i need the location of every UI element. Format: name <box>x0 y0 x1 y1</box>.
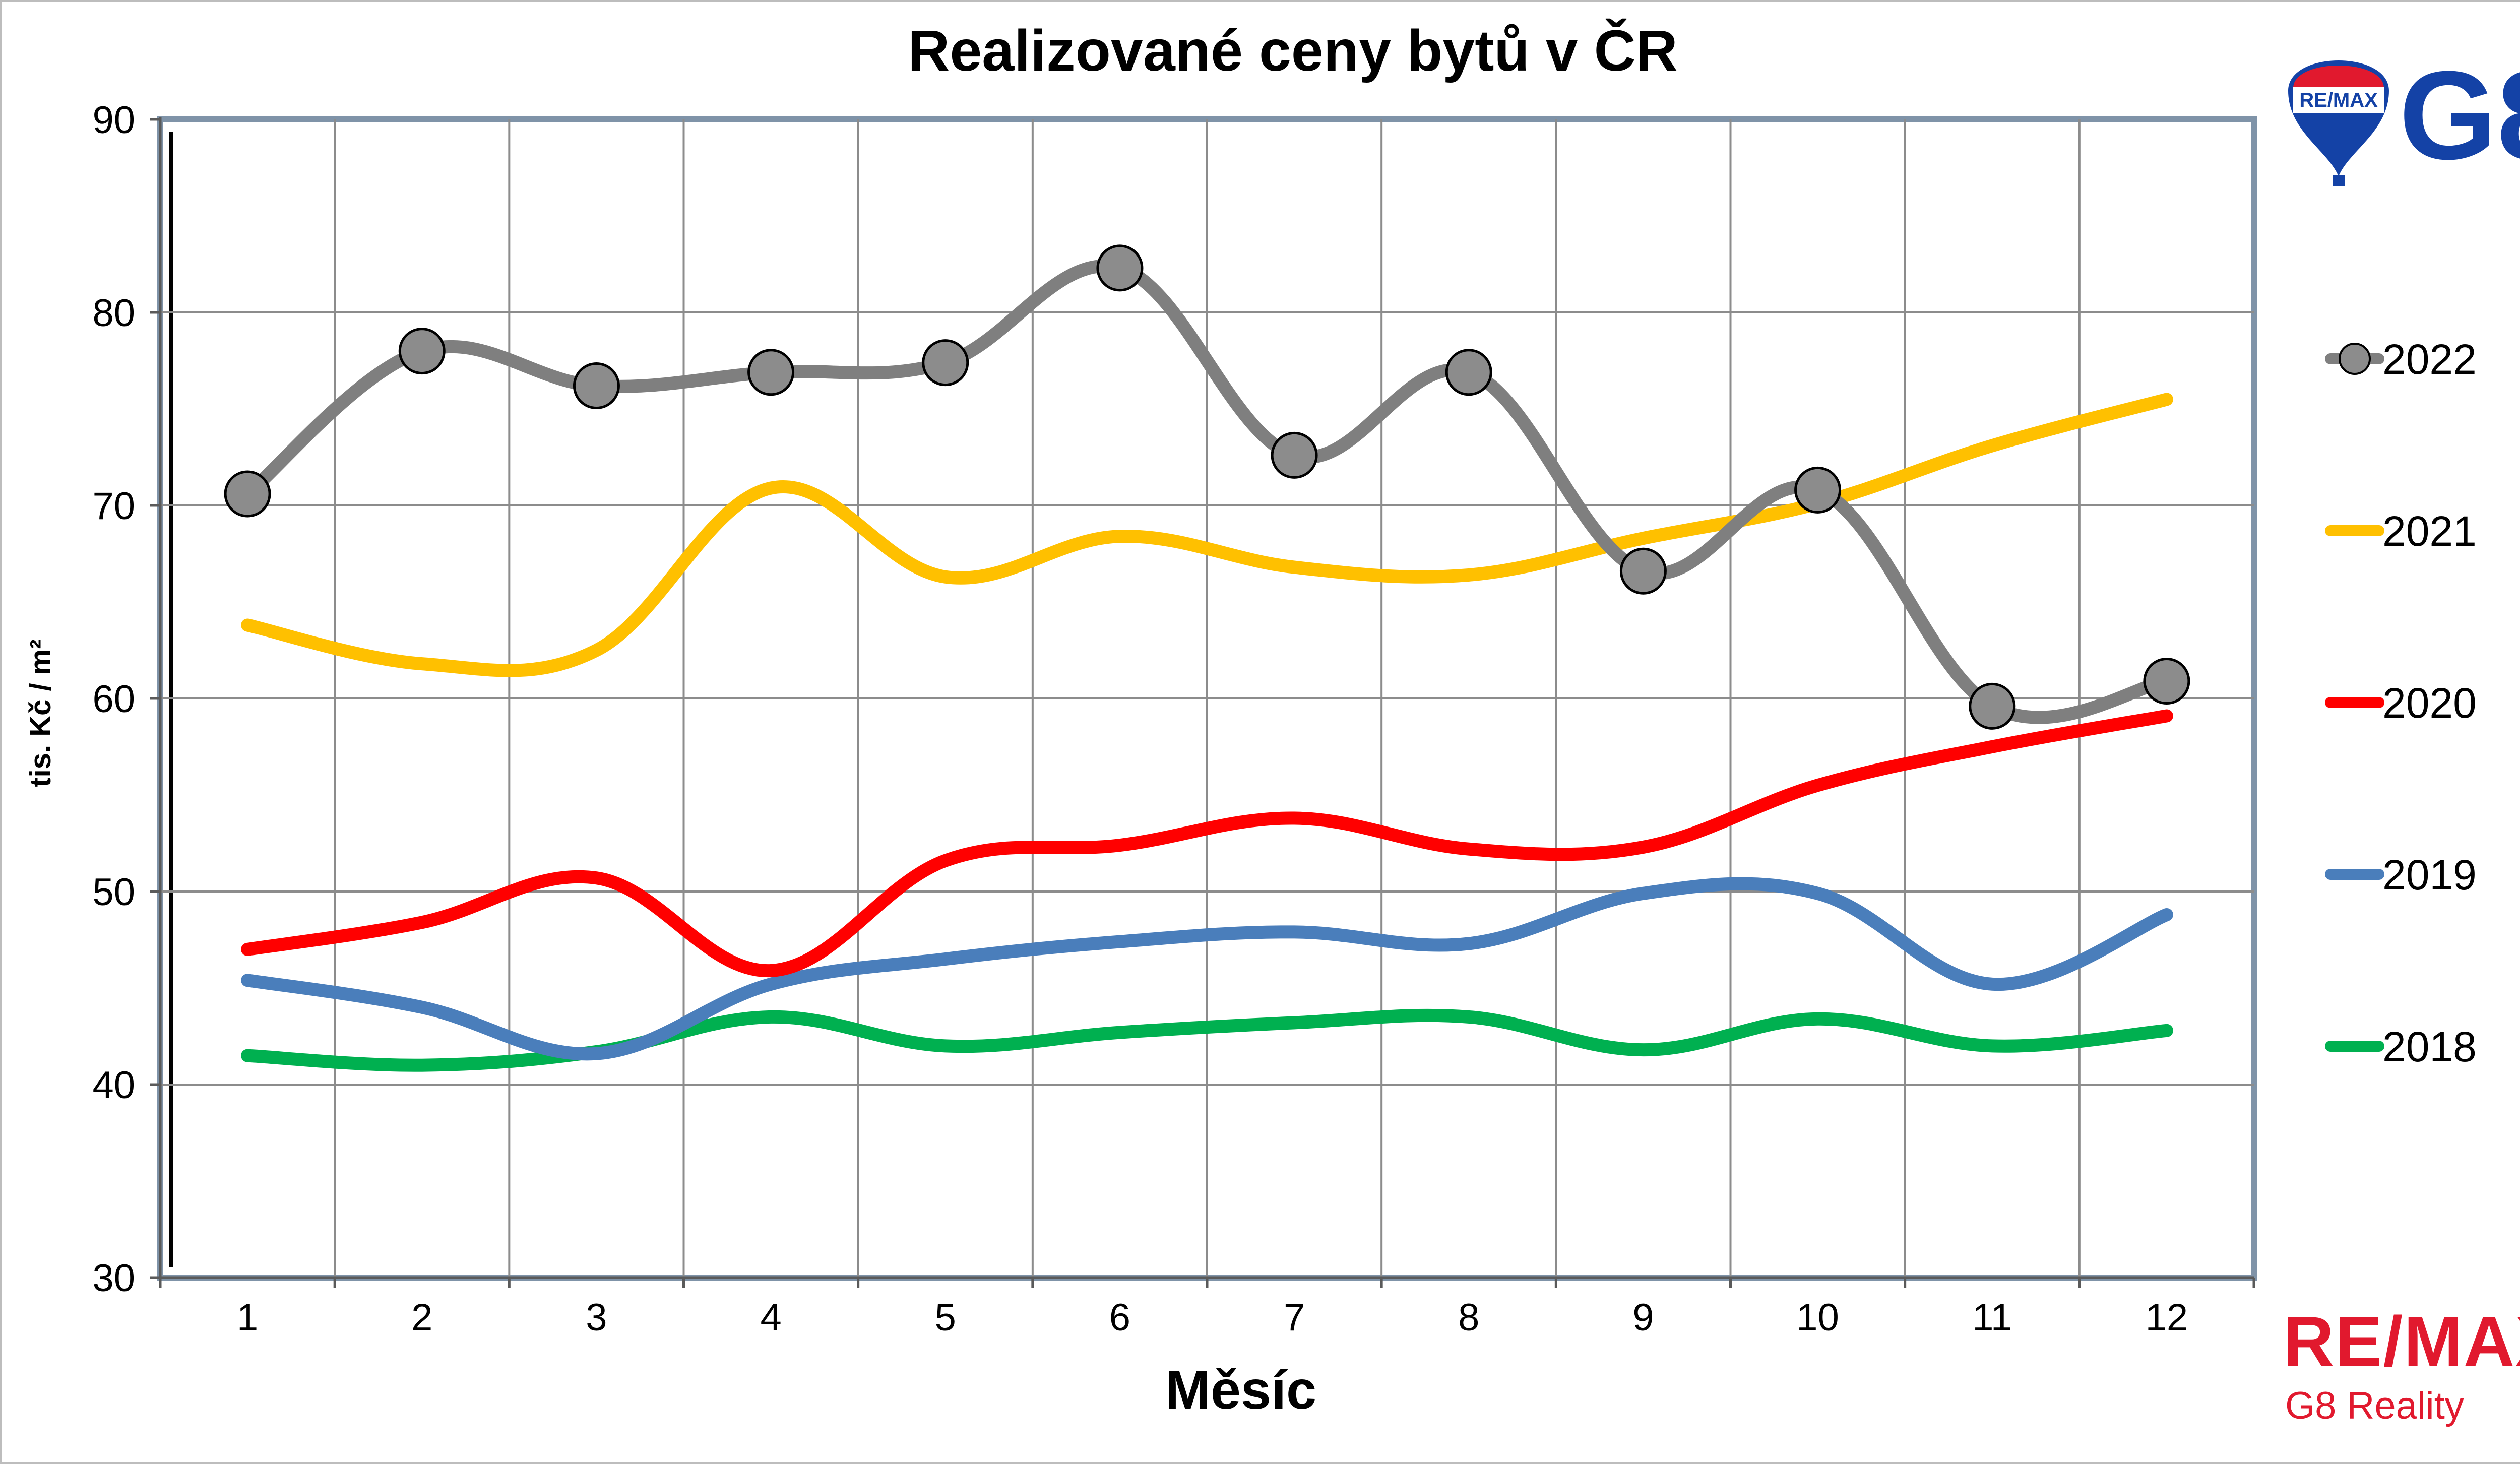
balloon-label: RE/MAX <box>2299 89 2378 111</box>
legend-item-2018: 2018 <box>2325 1023 2477 1070</box>
x-tick-label: 7 <box>1284 1296 1305 1339</box>
legend-label: 2020 <box>2382 679 2477 727</box>
legend-item-2019: 2019 <box>2325 851 2477 899</box>
remax-word: RE/MAX <box>2283 1302 2520 1381</box>
data-point-2022 <box>398 328 446 375</box>
legend-marker <box>2339 343 2371 375</box>
x-tick-label: 8 <box>1458 1296 1479 1339</box>
x-tick-label: 6 <box>1109 1296 1130 1339</box>
y-tick-label: 50 <box>92 871 135 914</box>
legend-label: 2021 <box>2382 507 2477 555</box>
y-tick-label: 80 <box>92 292 135 335</box>
x-tick-label: 3 <box>586 1296 607 1339</box>
data-point-2022 <box>1619 547 1667 595</box>
legend-item-2021: 2021 <box>2325 507 2477 555</box>
legend-label: 2018 <box>2382 1023 2477 1070</box>
series-line-2020 <box>241 709 2173 978</box>
y-tick-label: 30 <box>92 1257 135 1300</box>
legend-label: 2019 <box>2382 851 2477 899</box>
y-tick-label: 90 <box>92 99 135 142</box>
series-group <box>224 244 2190 1072</box>
data-point-2022 <box>1445 349 1492 396</box>
y-tick-label: 60 <box>92 678 135 721</box>
y-tick-label: 40 <box>92 1064 135 1107</box>
data-point-2022 <box>1794 466 1842 514</box>
data-point-2022 <box>1096 244 1144 292</box>
y-tick-label: 70 <box>92 485 135 528</box>
x-tick-label: 4 <box>760 1296 781 1339</box>
gridlines <box>160 119 2254 1278</box>
x-tick-label: 9 <box>1632 1296 1654 1339</box>
data-point-2022 <box>2143 658 2190 705</box>
x-tick-label: 10 <box>1796 1296 1839 1339</box>
g8-mark: G8 <box>2399 45 2520 185</box>
legend-item-2020: 2020 <box>2325 679 2477 727</box>
y-axis-title: tis. Kč / m² <box>24 639 57 787</box>
legend-label: 2022 <box>2382 336 2477 383</box>
series-2019 <box>241 877 2173 1061</box>
data-point-2022 <box>224 470 271 518</box>
remax-balloon-icon: RE/MAX <box>2288 60 2389 186</box>
legend: 2022 2021 2020 2019 2018 <box>2325 336 2477 1070</box>
series-2020 <box>241 709 2173 978</box>
remax-wordmark: RE/MAX G8 Reality <box>2283 1302 2520 1427</box>
data-point-2022 <box>573 362 620 410</box>
data-point-2022 <box>1969 682 2016 730</box>
data-point-2022 <box>1271 431 1318 479</box>
remax-subtitle: G8 Reality <box>2285 1384 2464 1427</box>
legend-item-2022: 2022 <box>2325 336 2477 383</box>
chart-title: Realizované ceny bytů v ČR <box>908 18 1677 83</box>
series-2022 <box>224 244 2190 730</box>
x-tick-label: 11 <box>1972 1296 2012 1339</box>
x-tick-label: 5 <box>935 1296 956 1339</box>
data-point-2022 <box>922 339 969 387</box>
x-tick-label: 1 <box>237 1296 258 1339</box>
g8-logo: RE/MAX G8 <box>2288 45 2520 186</box>
x-axis-title: Měsíc <box>1165 1359 1316 1420</box>
x-tick-label: 2 <box>411 1296 432 1339</box>
data-point-2022 <box>747 349 795 396</box>
x-tick-label: 12 <box>2146 1296 2188 1339</box>
series-line-2019 <box>241 877 2173 1061</box>
